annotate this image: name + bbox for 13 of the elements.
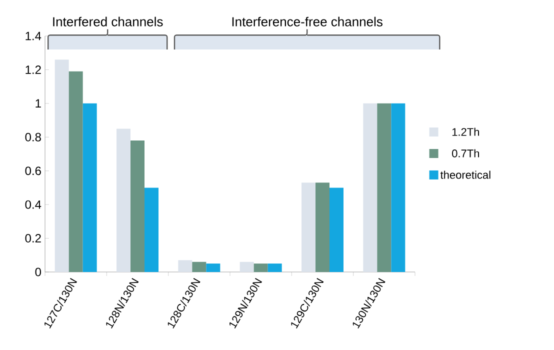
y-tick-label: 0 (35, 268, 42, 276)
text: Interfered channels (53, 16, 163, 26)
legend-label: theoretical (440, 170, 490, 179)
y-tick-label: 0.4 (25, 200, 42, 209)
y-tick-label: 0.8 (25, 132, 41, 142)
y-tick-label: 1.2 (26, 66, 41, 74)
y-tick-label: 0.6 (25, 166, 41, 176)
text: Interference-free channels (232, 16, 382, 26)
y-tick-label: 0.2 (25, 234, 41, 243)
legend-label: 1.2Th (452, 128, 480, 136)
y-tick-label: 1 (36, 99, 41, 108)
legend-label: 0.7Th (452, 149, 480, 158)
y-tick-label: 1.4 (26, 32, 42, 40)
